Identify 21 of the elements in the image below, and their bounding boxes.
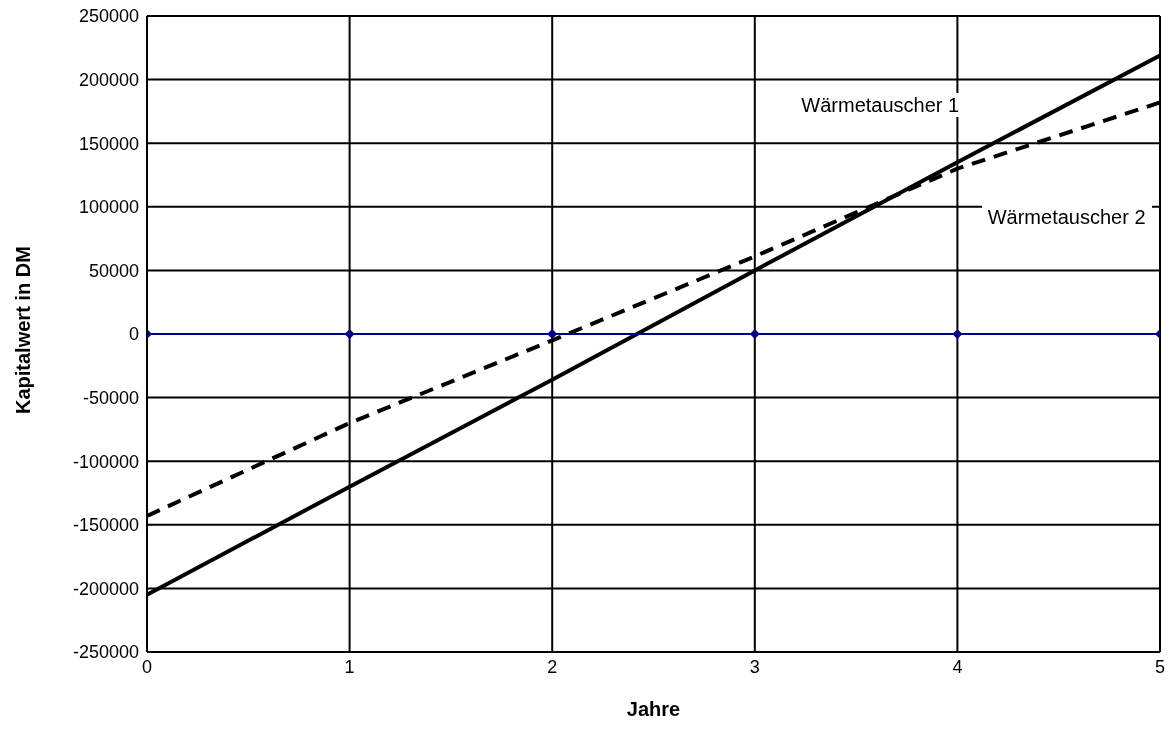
y-tick-label: 250000 <box>78 6 139 27</box>
text: Wärmetauscher 2 <box>981 204 1152 229</box>
x-tick-label: 4 <box>952 656 963 677</box>
x-tick-label: 2 <box>547 656 558 677</box>
y-tick-label: 0 <box>128 324 139 345</box>
y-axis-title: Kapitalwert in DM <box>12 246 35 414</box>
x-axis-title: Jahre <box>626 698 681 720</box>
x-tick-label: 5 <box>1154 656 1166 677</box>
y-tick-label: 200000 <box>78 69 139 90</box>
y-tick-label: -200000 <box>72 578 139 599</box>
y-tick-label: -50000 <box>82 387 139 408</box>
y-tick-label: -100000 <box>72 451 139 472</box>
y-tick-label: 100000 <box>78 197 139 218</box>
x-tick-label: 0 <box>141 656 153 677</box>
x-tick-label: 3 <box>749 656 760 677</box>
y-tick-label: 150000 <box>78 133 139 154</box>
y-tick-label: -250000 <box>72 642 139 663</box>
x-tick-label: 1 <box>344 656 355 677</box>
y-tick-label: 50000 <box>88 260 139 281</box>
text: Wärmetauscher 1 <box>795 93 966 118</box>
y-tick-label: -150000 <box>72 515 139 536</box>
